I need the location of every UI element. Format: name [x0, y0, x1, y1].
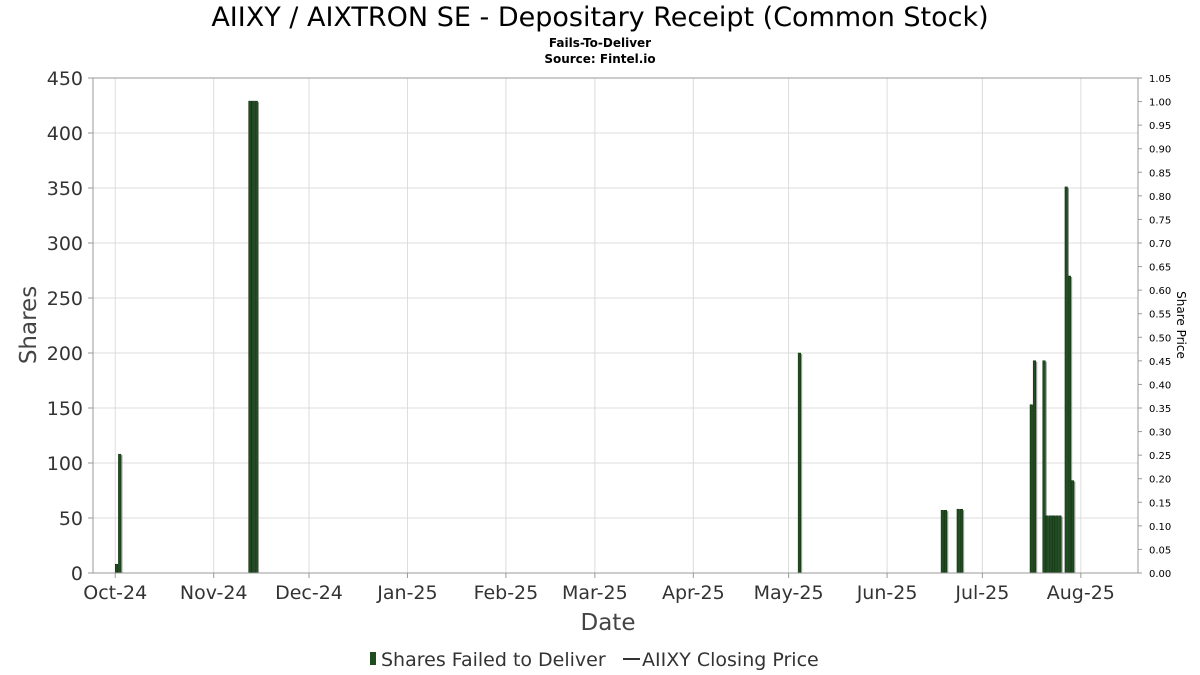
y-axis-right-ticks: 0.00 0.05 0.10 0.15 0.20 0.25 0.30 0.35 0.40 0.45…: [1138, 74, 1171, 580]
fails-bar: [959, 508, 963, 574]
y2-tick-label: 0.45: [1149, 357, 1171, 368]
fails-bar: [940, 510, 944, 574]
x-axis-ticks: Oct-24 Nov-24 Dec-24 Jan-25 Feb-25 Mar-25 Apr-…: [83, 573, 1115, 604]
y2-tick-label: 0.00: [1149, 569, 1171, 580]
y2-tick-label: 0.20: [1149, 475, 1171, 486]
fails-bar: [956, 508, 960, 574]
y2-tick-label: 0.70: [1149, 239, 1171, 250]
fails-bars: [114, 100, 1076, 574]
y-axis-label: Shares: [16, 286, 42, 364]
y2-tick-label: 0.40: [1149, 380, 1171, 391]
grid-lines: [93, 77, 1138, 574]
x-tick-label: Mar-25: [562, 582, 628, 604]
fails-bar: [1042, 360, 1046, 574]
fails-bar: [1029, 404, 1033, 574]
x-tick-label: Jun-25: [856, 582, 918, 604]
x-tick-label: May-25: [754, 582, 824, 604]
y-tick-label: 100: [47, 453, 83, 475]
fails-bar: [1064, 186, 1068, 574]
y-axis-left-ticks: 0 50 100 150 200 250 300 350 400 450: [47, 68, 93, 585]
y2-tick-label: 0.65: [1149, 263, 1171, 274]
chart-subtitle: Fails-To-Deliver: [549, 36, 651, 50]
fails-bar: [248, 100, 252, 574]
legend: Shares Failed to Deliver AIIXY Closing P…: [370, 649, 819, 671]
y2-tick-label: 0.15: [1149, 498, 1171, 509]
y2-tick-label: 0.60: [1149, 286, 1171, 297]
fails-bar: [797, 352, 801, 574]
legend-bar-label: Shares Failed to Deliver: [381, 649, 606, 671]
fails-bar: [118, 453, 122, 574]
x-tick-label: Jan-25: [376, 582, 437, 604]
fails-bar: [1045, 515, 1049, 574]
y2-axis-label: Share Price: [1174, 291, 1188, 359]
y2-tick-label: 0.25: [1149, 451, 1171, 462]
y2-tick-label: 0.80: [1149, 192, 1171, 203]
legend-bar-swatch: [370, 652, 376, 665]
y2-tick-label: 0.85: [1149, 168, 1171, 179]
fails-bar: [1048, 515, 1052, 574]
fails-bar: [943, 510, 948, 574]
y2-tick-label: 1.00: [1149, 98, 1171, 109]
fails-bar: [1067, 275, 1071, 574]
legend-line-label: AIIXY Closing Price: [642, 649, 819, 671]
x-tick-label: Feb-25: [474, 582, 539, 604]
y-tick-label: 450: [47, 68, 83, 90]
fails-bar: [251, 100, 255, 574]
y-tick-label: 350: [47, 178, 83, 200]
y2-tick-label: 0.10: [1149, 522, 1171, 533]
y2-tick-label: 1.05: [1149, 74, 1171, 85]
y2-tick-label: 0.75: [1149, 215, 1171, 226]
y-tick-label: 250: [47, 288, 83, 310]
fails-bar: [1058, 515, 1062, 574]
x-tick-label: Nov-24: [180, 582, 248, 604]
plot-area-border: [92, 77, 1139, 574]
x-axis-label: Date: [581, 610, 636, 636]
x-tick-label: Aug-25: [1047, 582, 1115, 604]
x-tick-label: Jul-25: [954, 582, 1009, 604]
y2-tick-label: 0.90: [1149, 145, 1171, 156]
y-tick-label: 0: [71, 563, 83, 585]
y-tick-label: 200: [47, 343, 83, 365]
x-tick-label: Dec-24: [275, 582, 343, 604]
fails-bar: [1051, 515, 1056, 574]
fails-bar: [1071, 480, 1075, 574]
y2-tick-label: 0.30: [1149, 428, 1171, 439]
y2-tick-label: 0.05: [1149, 545, 1171, 556]
y-tick-label: 400: [47, 123, 83, 145]
y-tick-label: 150: [47, 398, 83, 420]
y2-tick-label: 0.35: [1149, 404, 1171, 415]
fails-bar: [114, 563, 119, 574]
x-tick-label: Apr-25: [662, 582, 725, 604]
y2-tick-label: 0.95: [1149, 121, 1171, 132]
y-tick-label: 300: [47, 233, 83, 255]
chart-source: Source: Fintel.io: [544, 52, 655, 66]
x-tick-label: Oct-24: [83, 582, 147, 604]
y2-tick-label: 0.55: [1149, 310, 1171, 321]
y2-tick-label: 0.50: [1149, 333, 1171, 344]
fails-bar: [1032, 360, 1036, 574]
fails-bar: [254, 100, 258, 574]
chart-title: AIIXY / AIXTRON SE - Depositary Receipt …: [211, 2, 988, 33]
fails-bar: [1055, 515, 1059, 574]
y-tick-label: 50: [59, 508, 83, 530]
